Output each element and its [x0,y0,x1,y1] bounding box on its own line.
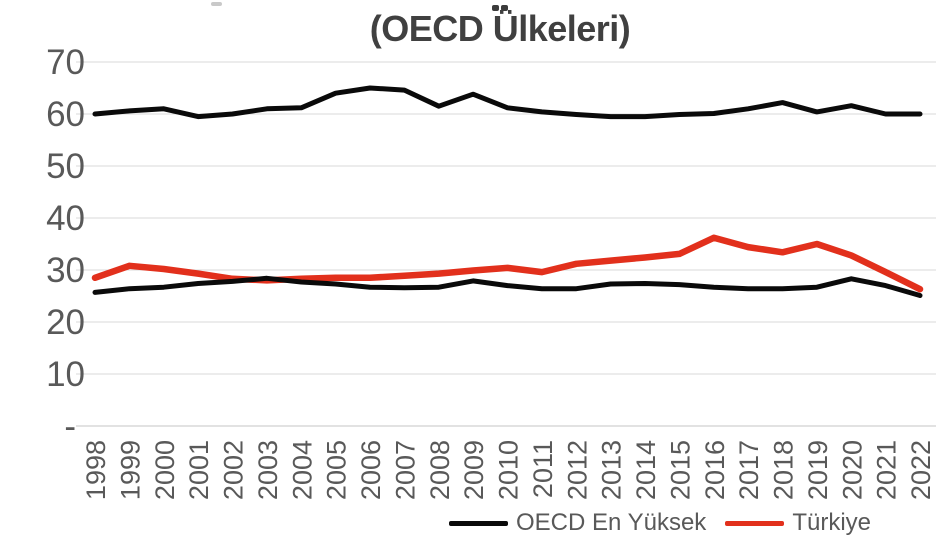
x-axis-labels: 1998 1999 2000 2001 2002 2003 2004 2005 2006 2007… [81,440,936,500]
y-tick-label: 40 [46,199,85,238]
x-tick-label: 2006 [356,440,386,500]
clipped-title-fragment [211,2,222,6]
x-tick-label: 2012 [562,440,592,500]
clipped-title-umlaut-dot [501,5,508,11]
x-tick-label: 2011 [528,440,558,498]
chart-legend: OECD En Yüksek Türkiye [449,510,871,536]
x-tick-label: 2007 [390,440,420,500]
legend-item-oecd-en-yuksek: OECD En Yüksek [449,510,706,536]
series-line-turkiye [91,234,924,293]
clipped-title-umlaut-dot [492,5,499,11]
x-tick-label: 2009 [459,440,489,500]
x-tick-label: 2005 [322,440,352,500]
x-tick-label: 2000 [150,440,180,500]
legend-item-turkiye: Türkiye [725,510,871,536]
x-tick-label: 2014 [631,440,661,500]
x-tick-label: 2008 [425,440,455,500]
x-tick-label: 2018 [769,440,799,500]
x-tick-label: 2013 [597,440,627,500]
series-line-oecd-en-yuksek [92,85,923,120]
chart-title: (OECD Ülkeleri) [369,8,631,49]
y-tick-label: 20 [46,303,85,342]
x-tick-label: 2003 [253,440,283,500]
y-tick-label: 30 [46,251,85,290]
x-tick-label: 2001 [184,440,214,500]
y-tick-label: 70 [46,43,85,82]
series-line-unlabeled-lower-black [92,275,923,298]
x-tick-label: 2002 [219,440,249,500]
legend-label-oecd-en-yuksek: OECD En Yüksek [516,509,707,536]
x-tick-label: 2015 [665,440,695,500]
legend-line-swatch-red [725,521,785,526]
y-tick-label: 50 [46,147,85,186]
x-tick-label: 2016 [700,440,730,500]
x-tick-label: 1998 [81,440,111,500]
legend-label-turkiye: Türkiye [792,509,871,536]
x-tick-label: 2004 [287,440,317,500]
x-tick-label: 2017 [734,440,764,500]
y-tick-label: 10 [46,355,85,394]
x-tick-label: 2010 [494,440,524,500]
x-tick-label: 2020 [837,440,867,500]
legend-line-swatch-black [449,521,508,526]
x-tick-label: 2021 [872,440,902,500]
y-axis-labels: - 10 20 30 40 50 60 70 [46,43,85,446]
x-tick-label: 1999 [115,440,145,500]
x-tick-label: 2019 [803,440,833,500]
x-tick-label: 2022 [906,440,936,500]
y-tick-label: 60 [46,95,85,134]
y-tick-label: - [64,407,76,446]
